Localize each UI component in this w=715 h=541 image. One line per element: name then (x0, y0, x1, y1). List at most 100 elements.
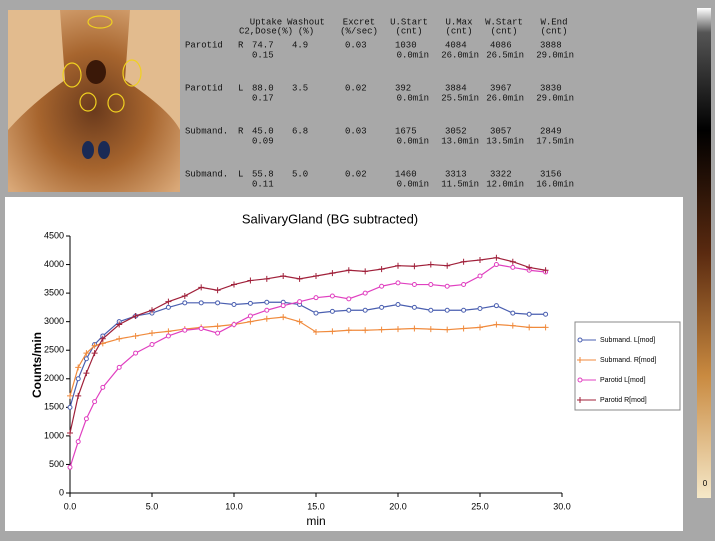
row-side: L (238, 169, 243, 179)
cell: 0.15 (252, 50, 274, 60)
table-header: Uptake (250, 17, 282, 27)
cell: 1675 (395, 126, 417, 136)
y-axis-label: Counts/min (30, 332, 44, 398)
y-tick-label: 2500 (44, 345, 64, 355)
table-header: (cnt) (540, 26, 567, 36)
cell: 0.02 (345, 169, 367, 179)
table-header: W.End (540, 17, 567, 27)
row-name: Submand. (185, 169, 228, 179)
cell: 17.5min (536, 136, 574, 146)
cell: 88.0 (252, 83, 274, 93)
cell: 0.0min (397, 136, 429, 146)
cell: 3830 (540, 83, 562, 93)
cell: 3156 (540, 169, 562, 179)
cell: 26.0min (441, 50, 479, 60)
cell: 3884 (445, 83, 467, 93)
cell: 29.0min (536, 50, 574, 60)
y-tick-label: 4000 (44, 259, 64, 269)
table-header: (%) (298, 26, 314, 36)
y-tick-label: 4500 (44, 230, 64, 240)
cell: 55.8 (252, 169, 274, 179)
y-tick-label: 3000 (44, 316, 64, 326)
cell: 4084 (445, 40, 467, 50)
table-header: (%/sec) (340, 26, 378, 36)
x-axis-label: min (306, 514, 325, 528)
cell: 1460 (395, 169, 417, 179)
legend-label: Submand. R[mod] (600, 357, 656, 364)
cell: 0.03 (345, 126, 367, 136)
cell: 45.0 (252, 126, 274, 136)
row-name: Submand. (185, 126, 228, 136)
y-tick-label: 1500 (44, 402, 64, 412)
table-header: W.Start (485, 17, 523, 27)
legend (574, 321, 681, 411)
row-name: Parotid (185, 40, 223, 50)
cell: 1030 (395, 40, 417, 50)
cell: 12.0min (486, 179, 524, 189)
cell: 29.0min (536, 93, 574, 103)
row-side: R (238, 126, 244, 136)
chart-title: SalivaryGland (BG subtracted) (242, 211, 418, 226)
x-tick-label: 10.0 (225, 501, 243, 511)
cell: 4086 (490, 40, 512, 50)
table-header: (cnt) (445, 26, 472, 36)
cell: 0.11 (252, 179, 274, 189)
table-header: (cnt) (490, 26, 517, 36)
colorbar (697, 8, 711, 498)
table-header: C2,Dose(%) (239, 26, 293, 36)
cell: 3.5 (292, 83, 308, 93)
cell: 13.5min (486, 136, 524, 146)
series-line (67, 254, 549, 437)
table-header: Washout (287, 17, 325, 27)
cell: 2849 (540, 126, 562, 136)
cell: 0.0min (397, 179, 429, 189)
legend-label: Parotid R[mod] (600, 397, 647, 404)
cell: 5.0 (292, 169, 308, 179)
legend-label: Submand. L[mod] (600, 337, 655, 344)
cell: 26.0min (486, 93, 524, 103)
cell: 3313 (445, 169, 467, 179)
cell: 0.03 (345, 40, 367, 50)
y-tick-label: 0 (59, 487, 64, 497)
cell: 6.8 (292, 126, 308, 136)
cell: 0.17 (252, 93, 274, 103)
legend-label: Parotid L[mod] (600, 377, 646, 384)
y-tick-label: 500 (49, 459, 64, 469)
y-tick-label: 3500 (44, 287, 64, 297)
cell: 0.0min (397, 50, 429, 60)
row-side: R (238, 40, 244, 50)
x-tick-label: 0.0 (64, 501, 77, 511)
cell: 3967 (490, 83, 512, 93)
x-tick-label: 15.0 (307, 501, 325, 511)
x-tick-label: 5.0 (146, 501, 159, 511)
cell: 74.7 (252, 40, 274, 50)
cell: 13.0min (441, 136, 479, 146)
cell: 0.0min (397, 93, 429, 103)
table-header: Excret (343, 17, 375, 27)
cell: 3057 (490, 126, 512, 136)
cell: 16.0min (536, 179, 574, 189)
cell: 11.5min (441, 179, 479, 189)
x-tick-label: 30.0 (553, 501, 571, 511)
scan-image (8, 10, 180, 192)
cell: 3888 (540, 40, 562, 50)
row-name: Parotid (185, 83, 223, 93)
table-header: (cnt) (395, 26, 422, 36)
cell: 26.5min (486, 50, 524, 60)
cell: 0.02 (345, 83, 367, 93)
x-tick-label: 25.0 (471, 501, 489, 511)
cell: 3052 (445, 126, 467, 136)
colorbar-label: 0 (703, 479, 708, 488)
table-header: U.Max (445, 17, 472, 27)
cell: 0.09 (252, 136, 274, 146)
row-side: L (238, 83, 243, 93)
x-tick-label: 20.0 (389, 501, 407, 511)
table-header: U.Start (390, 17, 428, 27)
cell: 4.9 (292, 40, 308, 50)
y-tick-label: 1000 (44, 430, 64, 440)
y-tick-label: 2000 (44, 373, 64, 383)
cell: 392 (395, 83, 411, 93)
cell: 25.5min (441, 93, 479, 103)
